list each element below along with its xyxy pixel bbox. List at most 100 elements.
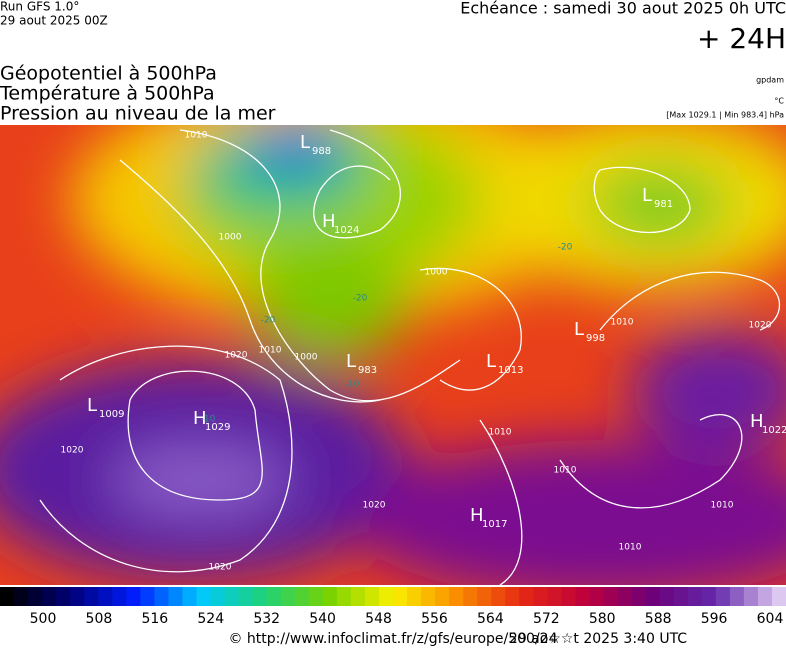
colorbar-swatch (589, 587, 605, 606)
isobar-label: 1000 (295, 353, 318, 363)
colorbar-swatch (505, 587, 520, 606)
colorbar-swatch (603, 587, 619, 606)
temperature-label: -20 (353, 294, 368, 304)
colorbar-swatch (0, 587, 15, 606)
temperature-label: -10 (201, 415, 216, 425)
temperature-label: -20 (261, 316, 276, 326)
colorbar-swatch (743, 587, 759, 606)
colorbar-swatch (435, 587, 450, 606)
center-value: 983 (358, 365, 377, 376)
center-value: 1009 (99, 409, 124, 420)
temperature-label: -10 (345, 380, 360, 390)
colorbar-swatch (687, 587, 703, 606)
colorbar-swatch (112, 587, 127, 606)
colorbar-swatch (701, 587, 717, 606)
colorbar-tick-label: 500 (30, 611, 57, 627)
colorbar-swatch (294, 587, 310, 606)
colorbar-swatch (252, 587, 268, 606)
center-letter: H (470, 505, 484, 526)
colorbar-swatch (715, 587, 731, 606)
lead-time: + 24H (697, 22, 786, 55)
center-value: 981 (654, 199, 673, 210)
colorbar-swatch (98, 587, 113, 606)
isobar-label: 1020 (209, 563, 232, 573)
colorbar-swatch (210, 587, 226, 606)
center-value: 988 (312, 146, 331, 157)
colorbar-tick-label: 596 (701, 611, 728, 627)
colorbar-swatch (645, 587, 661, 606)
colorbar-swatch (393, 587, 408, 606)
colorbar-swatch (659, 587, 675, 606)
colorbar-swatch (491, 587, 506, 606)
colorbar-tick-label: 548 (365, 611, 392, 627)
colorbar-swatch (56, 587, 71, 606)
colorbar-swatch (70, 587, 85, 606)
temperature-label: -20 (558, 243, 573, 253)
isobar-label: 1000 (219, 233, 242, 243)
isobar-label: 1000 (425, 268, 448, 278)
isobar-label: 1010 (259, 346, 282, 356)
footer-url: © http://www.infoclimat.fr/z/gfs/europe/… (228, 631, 557, 647)
colorbar-swatch (238, 587, 254, 606)
colorbar-swatch (617, 587, 633, 606)
colorbar-tick-label: 580 (589, 611, 616, 627)
unit: °C (774, 97, 784, 106)
center-letter: L (346, 351, 356, 372)
title: Température à 500hPa (0, 83, 215, 105)
center-value: 1029 (205, 422, 230, 433)
center-letter: H (322, 211, 336, 232)
colorbar-tick-label: 508 (86, 611, 113, 627)
colorbar-swatch (84, 587, 99, 606)
colorbar-swatch (449, 587, 464, 606)
footer-time: 29 ao☆☆t 2025 3:40 UTC (509, 631, 687, 647)
isobar-label: 1010 (185, 131, 208, 141)
colorbar-tick-label: 516 (141, 611, 168, 627)
colorbar-swatch (266, 587, 282, 606)
colorbar-swatch (168, 587, 183, 606)
colorbar-swatch (28, 587, 43, 606)
colorbar-swatch (477, 587, 492, 606)
colorbar-tick-label: 604 (757, 611, 784, 627)
colorbar-swatch (224, 587, 240, 606)
colorbar-tick-label: 564 (477, 611, 504, 627)
run: Run GFS 1.0° (0, 0, 79, 14)
colorbar-swatch (378, 587, 394, 606)
colorbar-swatch (561, 587, 576, 606)
title: Pression au niveau de la mer (0, 103, 276, 125)
colorbar-swatch (14, 587, 29, 606)
colorbar-tick-label: 556 (421, 611, 448, 627)
run-date: 29 aout 2025 00Z (0, 14, 108, 28)
isobar-label: 1020 (749, 321, 772, 331)
isobar-label: 1020 (363, 501, 386, 511)
isobar-label: 1010 (489, 428, 512, 438)
colorbar-swatch (631, 587, 647, 606)
colorbar-swatch (336, 587, 352, 606)
center-letter: L (300, 132, 310, 153)
center-value: 1022 (762, 425, 786, 436)
colorbar-tick-label: 540 (309, 611, 336, 627)
unit: [Max 1029.1 | Min 983.4] hPa (666, 111, 784, 120)
center-value: 1013 (498, 365, 523, 376)
colorbar-tick-label: 588 (645, 611, 672, 627)
colorbar-swatch (364, 587, 380, 606)
colorbar-swatch (575, 587, 590, 606)
colorbar-swatch (463, 587, 478, 606)
isobar-label: 1010 (611, 318, 634, 328)
title: Géopotentiel à 500hPa (0, 63, 217, 85)
colorbar-swatch (154, 587, 169, 606)
colorbar-swatch (519, 587, 534, 606)
colorbar-swatch (322, 587, 338, 606)
colorbar-swatch (280, 587, 296, 606)
center-letter: H (193, 408, 207, 429)
colorbar-swatch (673, 587, 689, 606)
isobar-label: 1010 (711, 501, 734, 511)
colorbar-swatch (42, 587, 57, 606)
colorbar-tick-label: 524 (197, 611, 224, 627)
isobars (39, 129, 781, 585)
center-letter: L (486, 351, 496, 372)
isobar-label: 1010 (554, 466, 577, 476)
center-letter: L (574, 319, 584, 340)
colorbar-swatch (771, 587, 786, 606)
isobar-label: 1010 (619, 543, 642, 553)
center-letter: L (87, 395, 97, 416)
